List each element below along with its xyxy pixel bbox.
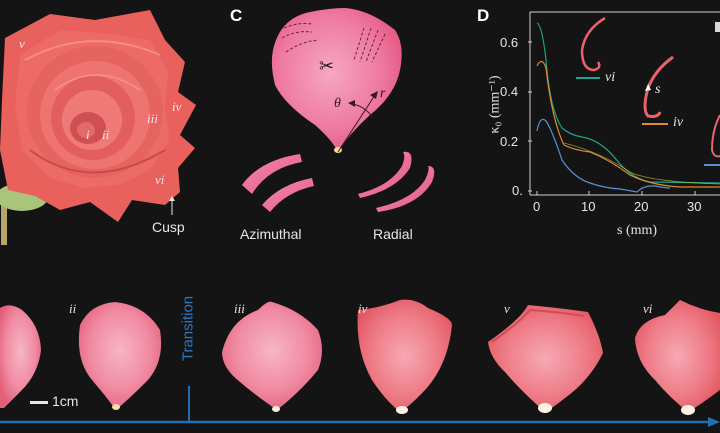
cusp-label: Cusp (152, 219, 185, 235)
y-axis-label: κ₀ (mm⁻¹) (487, 75, 503, 134)
rose-label-v: v (19, 36, 25, 51)
xtick-30: 30 (687, 199, 702, 214)
rose-label-iv: iv (172, 99, 182, 114)
xtick-10: 10 (581, 199, 596, 214)
ytick-0: 0. (512, 183, 523, 198)
curvature-plot (528, 11, 720, 196)
scale-bar-label: 1cm (52, 393, 79, 409)
petal-label-iv: iv (358, 301, 368, 316)
panel-d-letter: D (477, 6, 490, 25)
cusp-arrow-icon (169, 196, 175, 215)
petal-label-vi: vi (643, 301, 653, 316)
rose-label-vi: vi (155, 172, 165, 187)
petal-label-ii: ii (69, 301, 77, 316)
azimuthal-label: Azimuthal (240, 226, 302, 242)
rose-label-i: i (86, 127, 90, 142)
panel-c: C (220, 0, 470, 260)
rose-label-iii: iii (147, 111, 158, 126)
theta-label: θ (334, 96, 341, 111)
r-label: r (380, 86, 386, 101)
arclength-label-s: s (655, 82, 661, 97)
rose-label-ii: ii (102, 127, 110, 142)
legend-label-vi: vi (605, 70, 616, 85)
rose-photo (0, 10, 196, 245)
petal-sequence-strip: ii iii iv v vi 1cm Transition (0, 280, 720, 433)
transition-label: Transition (179, 295, 197, 362)
petal-sequence-graphics (0, 299, 720, 427)
petal-label-iii: iii (234, 301, 245, 316)
scissors-icon: ✂ (319, 56, 335, 77)
xtick-20: 20 (634, 199, 649, 214)
panel-d-chart: D vi iv s 0.6 0.4 0.2 0. 0 10 20 30 s (470, 0, 720, 260)
ytick-0.4: 0.4 (500, 84, 519, 99)
single-petal-diagram (242, 8, 435, 212)
legend-label-iv: iv (673, 115, 684, 130)
petal-label-v: v (504, 301, 510, 316)
xtick-0: 0 (533, 199, 541, 214)
radial-label: Radial (373, 226, 413, 242)
x-axis-label: s (mm) (617, 223, 658, 238)
ytick-0.2: 0.2 (500, 134, 519, 149)
ytick-0.6: 0.6 (500, 35, 519, 50)
rose-panel: v i ii iii iv vi Cusp (0, 0, 230, 260)
panel-c-letter: C (230, 6, 243, 25)
